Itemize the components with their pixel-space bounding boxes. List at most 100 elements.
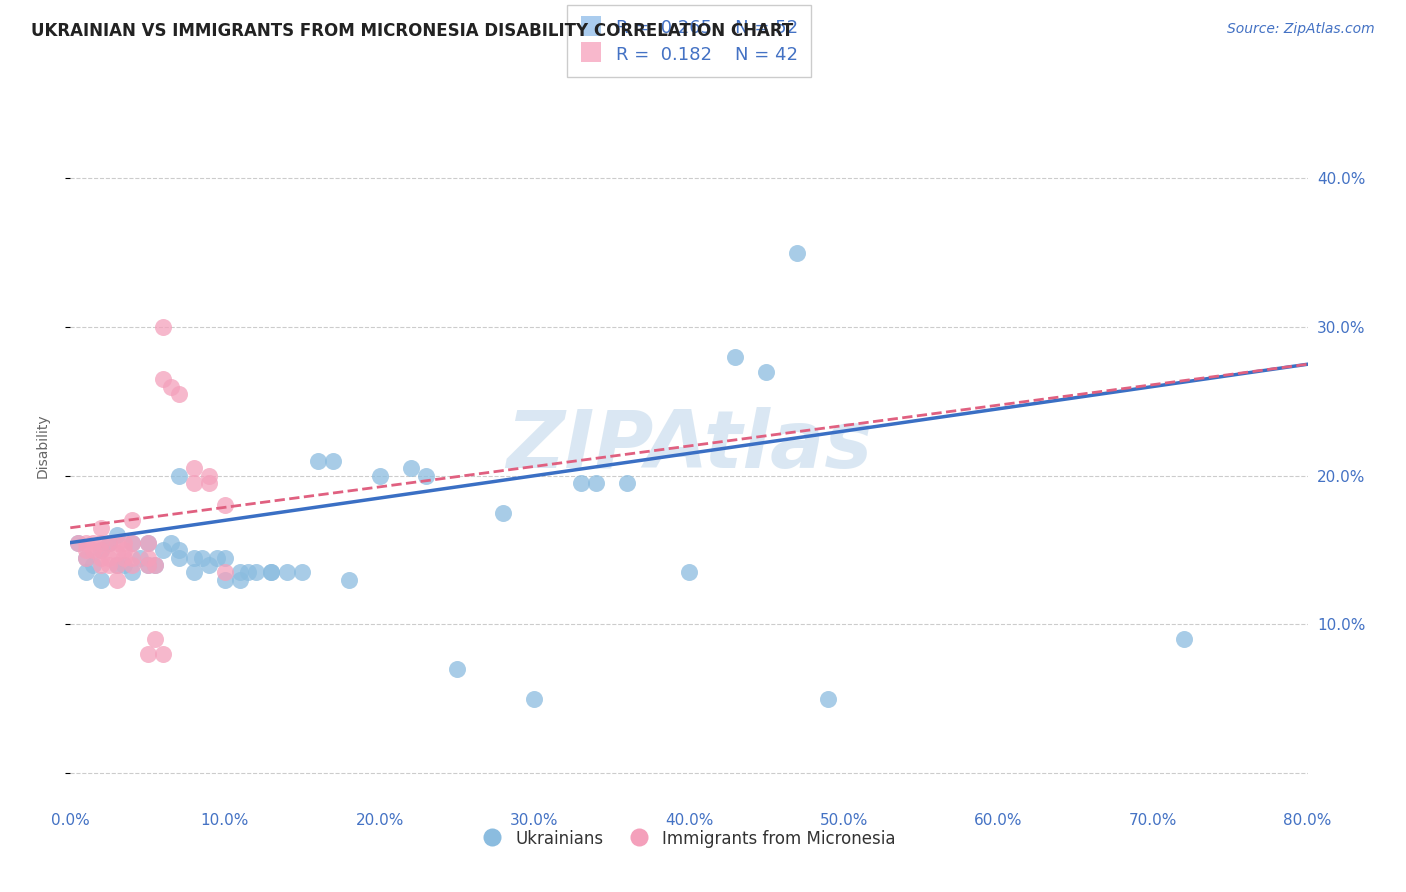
Point bbox=[167, 468, 190, 483]
Point bbox=[585, 476, 607, 491]
Point bbox=[121, 550, 143, 565]
Point bbox=[446, 662, 468, 676]
Legend: Ukrainians, Immigrants from Micronesia: Ukrainians, Immigrants from Micronesia bbox=[475, 823, 903, 855]
Point bbox=[183, 550, 205, 565]
Point bbox=[214, 550, 236, 565]
Point bbox=[1173, 632, 1195, 647]
Point bbox=[121, 513, 143, 527]
Point bbox=[121, 558, 143, 572]
Point bbox=[167, 387, 190, 401]
Point bbox=[260, 566, 283, 580]
Point bbox=[136, 535, 159, 549]
Text: UKRAINIAN VS IMMIGRANTS FROM MICRONESIA DISABILITY CORRELATION CHART: UKRAINIAN VS IMMIGRANTS FROM MICRONESIA … bbox=[31, 22, 793, 40]
Point bbox=[114, 543, 135, 558]
Point bbox=[90, 550, 112, 565]
Point bbox=[198, 468, 221, 483]
Point bbox=[160, 535, 183, 549]
Point bbox=[105, 546, 128, 560]
Point bbox=[492, 506, 515, 520]
Point bbox=[136, 647, 159, 661]
Point bbox=[214, 573, 236, 587]
Point bbox=[75, 543, 97, 558]
Point bbox=[214, 499, 236, 513]
Point bbox=[817, 691, 839, 706]
Point bbox=[167, 550, 190, 565]
Point bbox=[191, 550, 214, 565]
Point bbox=[724, 350, 747, 364]
Point bbox=[167, 543, 190, 558]
Point bbox=[136, 550, 159, 565]
Text: Source: ZipAtlas.com: Source: ZipAtlas.com bbox=[1227, 22, 1375, 37]
Point bbox=[82, 535, 105, 549]
Point bbox=[90, 543, 112, 558]
Point bbox=[90, 558, 112, 572]
Point bbox=[105, 558, 128, 572]
Point bbox=[105, 535, 128, 549]
Point bbox=[67, 535, 90, 549]
Point bbox=[152, 372, 174, 386]
Point bbox=[183, 476, 205, 491]
Point bbox=[523, 691, 546, 706]
Point bbox=[82, 558, 105, 572]
Point bbox=[368, 468, 391, 483]
Point bbox=[82, 543, 105, 558]
Point bbox=[129, 550, 152, 565]
Point bbox=[121, 566, 143, 580]
Point bbox=[214, 566, 236, 580]
Point bbox=[678, 566, 700, 580]
Point bbox=[152, 320, 174, 334]
Point bbox=[145, 632, 166, 647]
Point bbox=[136, 535, 159, 549]
Point bbox=[160, 379, 183, 393]
Point bbox=[75, 566, 97, 580]
Point bbox=[786, 245, 808, 260]
Point bbox=[399, 461, 422, 475]
Point bbox=[114, 550, 135, 565]
Point bbox=[105, 558, 128, 572]
Point bbox=[291, 566, 314, 580]
Point bbox=[229, 573, 252, 587]
Point bbox=[198, 476, 221, 491]
Point bbox=[207, 550, 229, 565]
Point bbox=[121, 535, 143, 549]
Point bbox=[322, 454, 344, 468]
Point bbox=[276, 566, 298, 580]
Point bbox=[105, 573, 128, 587]
Point bbox=[616, 476, 638, 491]
Point bbox=[229, 566, 252, 580]
Point bbox=[98, 535, 120, 549]
Point bbox=[105, 528, 128, 542]
Point bbox=[114, 558, 135, 572]
Point bbox=[75, 535, 97, 549]
Point bbox=[98, 535, 120, 549]
Point bbox=[136, 558, 159, 572]
Point bbox=[569, 476, 592, 491]
Point bbox=[198, 558, 221, 572]
Point bbox=[337, 573, 360, 587]
Point bbox=[98, 550, 120, 565]
Point bbox=[114, 535, 135, 549]
Point bbox=[90, 543, 112, 558]
Y-axis label: Disability: Disability bbox=[35, 414, 49, 478]
Point bbox=[75, 550, 97, 565]
Point bbox=[75, 550, 97, 565]
Point bbox=[415, 468, 437, 483]
Point bbox=[755, 365, 778, 379]
Point bbox=[90, 573, 112, 587]
Point bbox=[238, 566, 260, 580]
Point bbox=[121, 535, 143, 549]
Text: ZIPAtlas: ZIPAtlas bbox=[506, 407, 872, 485]
Point bbox=[90, 535, 112, 549]
Point bbox=[260, 566, 283, 580]
Point bbox=[245, 566, 267, 580]
Point bbox=[183, 461, 205, 475]
Point bbox=[136, 558, 159, 572]
Point bbox=[307, 454, 329, 468]
Point bbox=[183, 566, 205, 580]
Point bbox=[152, 647, 174, 661]
Point bbox=[145, 558, 166, 572]
Point bbox=[98, 558, 120, 572]
Point bbox=[152, 543, 174, 558]
Point bbox=[67, 535, 90, 549]
Point bbox=[90, 521, 112, 535]
